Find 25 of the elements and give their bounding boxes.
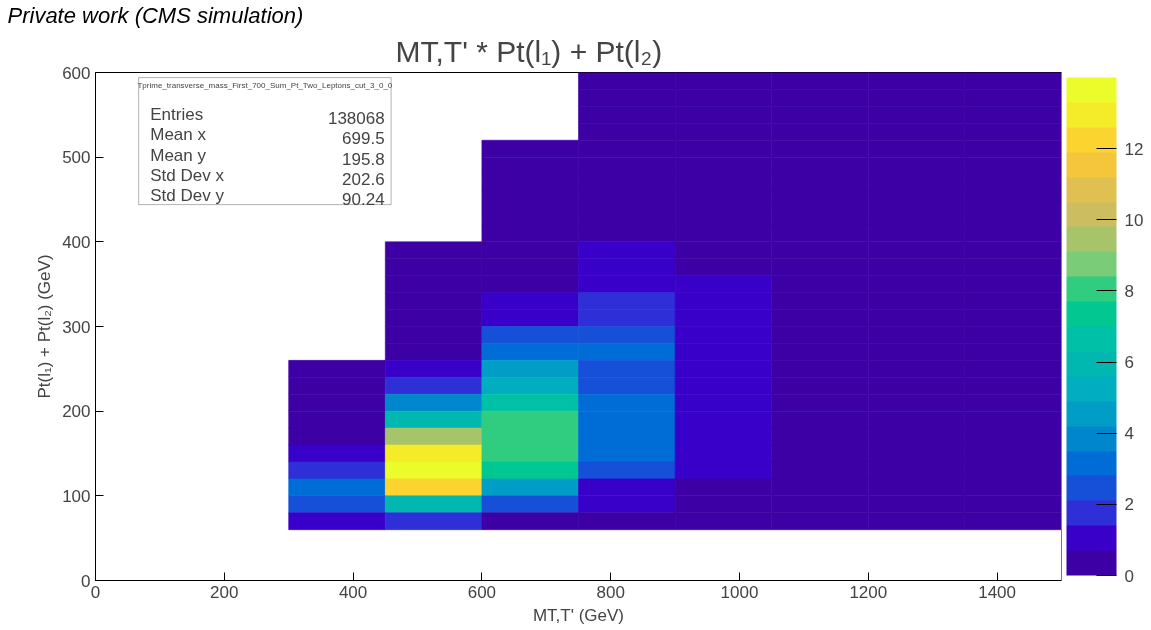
y-tick-label: 500 xyxy=(62,148,91,168)
y-tick-label: 200 xyxy=(62,402,91,422)
color-bar-label: 10 xyxy=(1124,210,1144,230)
color-bar-label: 4 xyxy=(1124,424,1134,444)
x-tick-label: 1200 xyxy=(849,582,888,602)
annotation: Tprime_transverse_mass_First_700_Sum_Pt_Two_Leptons_cut_3_0_0 xyxy=(137,81,393,91)
color-bar-label: 8 xyxy=(1124,281,1134,301)
x-tick-label: 1400 xyxy=(978,582,1017,602)
x-tick-label: 800 xyxy=(596,582,625,602)
x-tick-label: 1000 xyxy=(720,582,759,602)
color-bar-label: 0 xyxy=(1124,566,1134,586)
x-tick-label: 400 xyxy=(338,582,368,602)
y-tick-label: 300 xyxy=(62,317,91,337)
y-tick-label: 600 xyxy=(62,63,91,83)
chart-title: MT,T' * Pt(l₁) + Pt(l₂) xyxy=(395,34,663,68)
x-tick-label: 200 xyxy=(210,582,239,602)
color-bar-label: 2 xyxy=(1124,495,1134,515)
x-tick-label: 600 xyxy=(467,582,497,602)
chart-subtitle: Private work (CMS simulation) xyxy=(7,2,304,28)
y-tick-label: 400 xyxy=(62,232,91,252)
color-bar-label: 6 xyxy=(1124,353,1134,373)
y-tick-label: 100 xyxy=(62,486,91,506)
color-bar-label: 12 xyxy=(1124,139,1144,159)
x-axis-title: MT,T' (GeV) xyxy=(532,605,625,625)
y-axis-title: Pt(l₁) + Pt(l₂) (GeV) xyxy=(35,254,55,399)
